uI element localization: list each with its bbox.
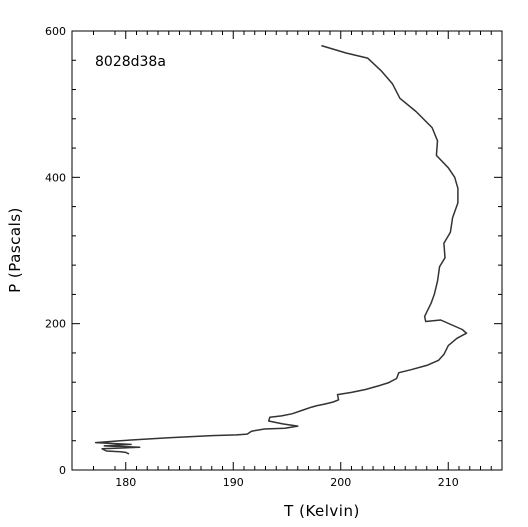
y-tick-label: 200: [45, 318, 66, 331]
x-tick-label: 200: [330, 476, 351, 489]
x-axis-label: T (Kelvin): [283, 502, 360, 520]
axes: 180 190 200 210 0 200 400 600: [45, 25, 503, 489]
x-tick-label: 190: [223, 476, 244, 489]
y-tick-label: 0: [59, 464, 66, 477]
y-tick-label: 600: [45, 25, 66, 38]
x-tick-label: 210: [438, 476, 459, 489]
chart-annotation: 8028d38a: [95, 54, 166, 70]
y-tick-label: 400: [45, 171, 66, 184]
y-axis-label: P (Pascals): [6, 207, 24, 293]
plot-frame: [71, 30, 503, 471]
plot-area: [94, 44, 468, 455]
temperature-profile-line: [94, 44, 468, 455]
x-tick-label: 180: [115, 476, 136, 489]
